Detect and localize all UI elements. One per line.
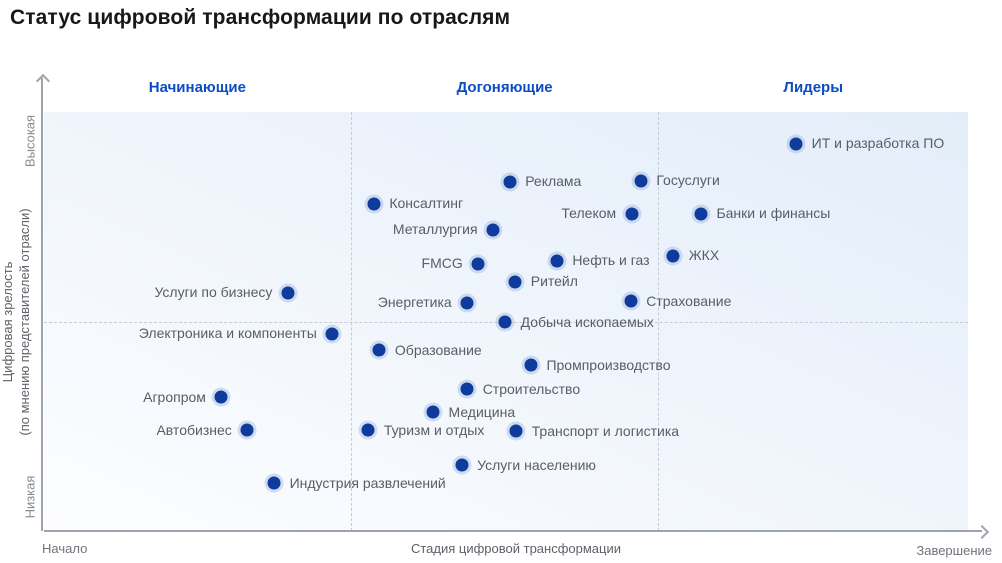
data-point: Нефть и газ — [550, 252, 650, 268]
y-axis-line — [41, 78, 43, 531]
y-axis-min-label: Низкая — [22, 475, 38, 519]
data-point-label: Металлургия — [392, 221, 478, 238]
data-point: Образование — [372, 342, 482, 358]
data-point: Туризм и отдых — [361, 422, 484, 438]
scatter-dot — [789, 137, 803, 151]
data-point-label: FMCG — [421, 255, 463, 272]
y-axis-title: Цифровая зрелость (по мнению представите… — [0, 208, 34, 435]
x-axis-min-label: Начало — [42, 541, 88, 556]
scatter-dot — [426, 405, 440, 419]
x-axis-arrowhead-icon — [974, 524, 990, 540]
data-point-label: Строительство — [482, 380, 581, 397]
data-point: Страхование — [624, 293, 731, 309]
data-point-label: ЖКХ — [688, 247, 720, 264]
data-point: Реклама — [503, 173, 581, 189]
data-point: Телеком — [561, 205, 639, 221]
scatter-dot — [498, 315, 512, 329]
zone-label-1: Начинающие — [148, 79, 246, 96]
scatter-dot — [694, 207, 708, 221]
data-point: Госуслуги — [634, 172, 720, 188]
chart-title: Статус цифровой трансформации по отрасля… — [10, 6, 511, 29]
data-point: Услуги по бизнесу — [154, 284, 295, 300]
scatter-dot — [325, 327, 339, 341]
data-point-label: Услуги по бизнесу — [154, 284, 273, 301]
x-axis-title: Стадия цифровой трансформации — [410, 541, 622, 556]
zone-labels-row: Начинающие Догоняющие Лидеры — [44, 79, 968, 97]
data-point-label: Туризм и отдых — [383, 421, 485, 438]
scatter-dot — [625, 207, 639, 221]
data-point: Транспорт и логистика — [509, 423, 679, 439]
data-point-label: Нефть и газ — [572, 252, 650, 269]
data-point-label: Образование — [394, 341, 482, 358]
plot-area: ИТ и разработка ПО Госуслуги Реклама Консал… — [44, 112, 968, 531]
data-point-label: Консалтинг — [389, 195, 464, 212]
data-point: Строительство — [460, 381, 580, 397]
data-point-label: Добыча ископаемых — [520, 313, 654, 330]
data-point-label: Электроника и компоненты — [138, 325, 317, 342]
data-point: ИТ и разработка ПО — [789, 135, 944, 151]
data-point-label: Агропром — [143, 388, 206, 405]
scatter-dot — [509, 424, 523, 438]
scatter-dot — [634, 174, 648, 188]
data-point-label: Страхование — [646, 292, 732, 309]
data-point: Агропром — [143, 389, 228, 405]
data-point-label: Услуги населению — [477, 456, 596, 473]
data-point: Консалтинг — [367, 195, 463, 211]
data-point-label: Ритейл — [530, 273, 578, 290]
data-point: FMCG — [422, 255, 485, 271]
data-point-label: Банки и финансы — [716, 205, 831, 222]
zone-label-2: Догоняющие — [456, 79, 553, 96]
scatter-dot — [455, 458, 469, 472]
scatter-dot — [367, 197, 381, 211]
scatter-dot — [503, 175, 517, 189]
scatter-dot — [486, 223, 500, 237]
y-axis-max-label: Высокая — [22, 114, 38, 168]
data-point: Металлургия — [393, 221, 500, 237]
data-point: Банки и финансы — [694, 205, 830, 221]
data-point-label: Медицина — [448, 403, 516, 420]
scatter-dot — [281, 286, 295, 300]
data-point: Услуги населению — [455, 457, 596, 473]
scatter-dot — [524, 358, 538, 372]
data-point: Промпроизводство — [524, 357, 671, 373]
scatter-dot — [240, 423, 254, 437]
data-point-label: Реклама — [525, 173, 582, 190]
scatter-dot — [372, 343, 386, 357]
data-point: Ритейл — [508, 273, 578, 289]
x-axis-line — [44, 530, 982, 532]
data-point: Медицина — [426, 404, 515, 420]
data-point-label: Индустрия развлечений — [289, 474, 446, 491]
data-point: Автобизнес — [156, 422, 254, 438]
data-point-label: ИТ и разработка ПО — [811, 135, 945, 152]
data-point-label: Госуслуги — [656, 172, 720, 189]
scatter-dot — [471, 257, 485, 271]
data-point-label: Промпроизводство — [546, 357, 671, 374]
data-point-label: Автобизнес — [156, 421, 232, 438]
scatter-dot — [214, 390, 228, 404]
data-point: Электроника и компоненты — [139, 325, 339, 341]
scatter-dot — [361, 423, 375, 437]
scatter-dot — [460, 296, 474, 310]
data-point-label: Телеком — [561, 205, 617, 222]
scatter-dot — [624, 294, 638, 308]
data-point: Индустрия развлечений — [267, 475, 446, 491]
data-point: ЖКХ — [666, 247, 719, 263]
scatter-dot — [508, 275, 522, 289]
y-axis-title-line1: Цифровая зрелость — [0, 261, 16, 383]
scatter-dot — [666, 249, 680, 263]
data-point: Энергетика — [378, 294, 474, 310]
scatter-dot — [267, 476, 281, 490]
x-axis-max-label: Завершение — [916, 543, 992, 558]
data-point-label: Энергетика — [377, 294, 452, 311]
scatter-dot — [460, 382, 474, 396]
data-point-label: Транспорт и логистика — [531, 422, 680, 439]
data-point: Добыча ископаемых — [498, 314, 654, 330]
scatter-dot — [550, 254, 564, 268]
zone-label-3: Лидеры — [783, 79, 844, 96]
y-axis-title-line2: (по мнению представителей отрасли) — [17, 208, 32, 436]
